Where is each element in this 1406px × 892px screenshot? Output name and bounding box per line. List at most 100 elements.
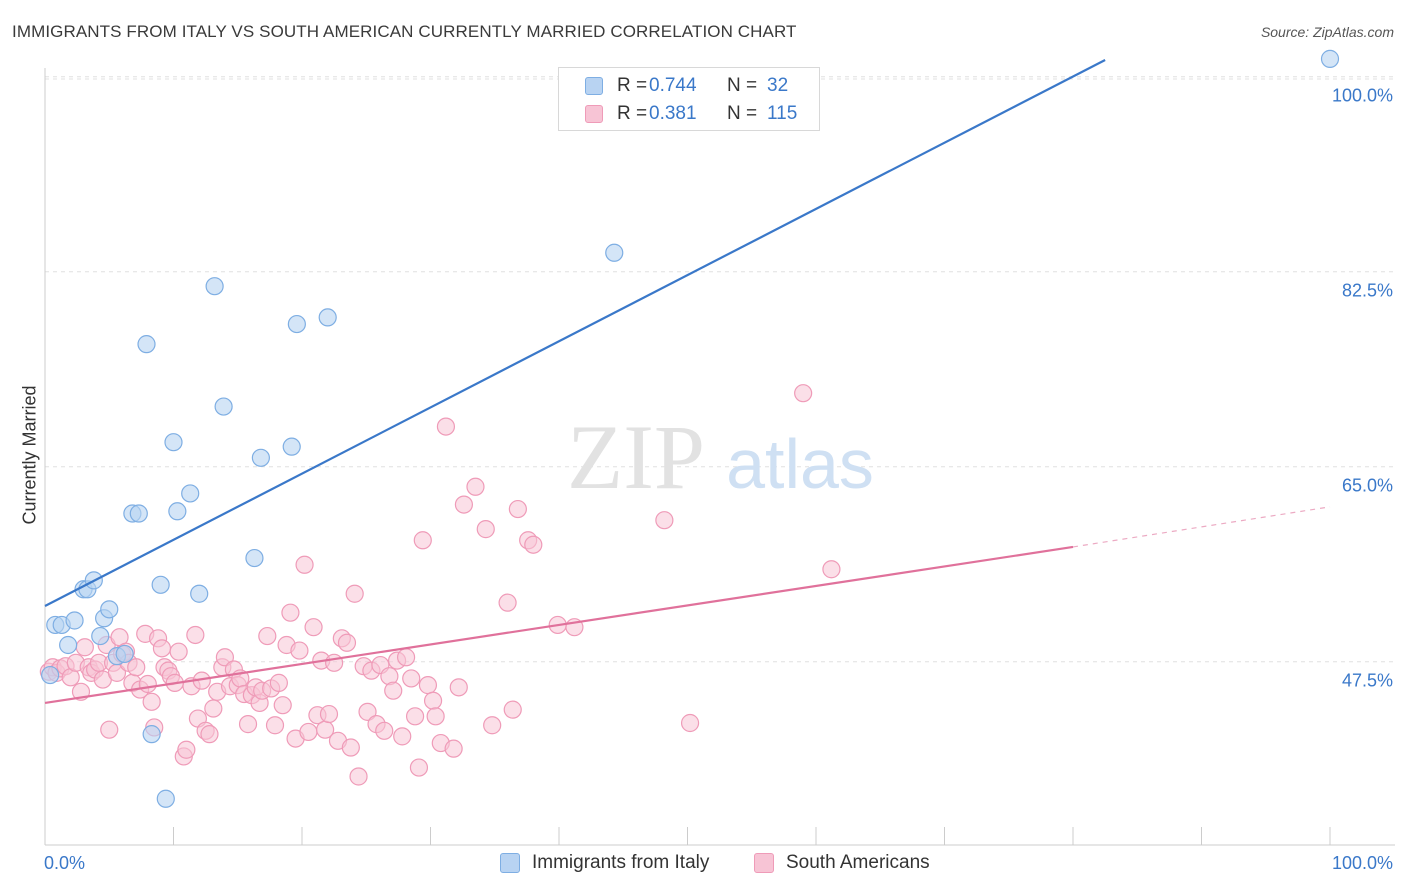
- south-american-point: [396, 648, 416, 667]
- italy-point: [59, 635, 78, 655]
- x-tick-label-min: 0.0%: [44, 853, 85, 873]
- legend-r-value-italy: 0.744: [649, 75, 697, 96]
- south-american-point: [142, 692, 161, 711]
- y-tick-label: 100.0%: [1332, 86, 1393, 106]
- south-american-point: [127, 658, 146, 677]
- south-american-point: [503, 700, 522, 719]
- south-american-point: [436, 417, 456, 436]
- south-american-point: [138, 674, 157, 694]
- south-american-point: [152, 639, 172, 658]
- south-american-point: [655, 511, 674, 530]
- legend-n-label: N =: [727, 103, 758, 124]
- trend-layer: [44, 59, 1331, 705]
- bottom-legend-italy: Immigrants from Italy: [500, 852, 709, 874]
- south-american-point: [476, 520, 495, 539]
- south-american-point: [299, 722, 318, 742]
- legend-row-south: R = 0.381 N = 115: [585, 101, 797, 127]
- south-american-point: [426, 707, 445, 726]
- south-american-point: [405, 707, 425, 726]
- south-american-point: [524, 535, 543, 554]
- italy-point: [214, 397, 233, 416]
- watermark-zip: ZIP: [567, 406, 705, 508]
- watermark-atlas: atlas: [726, 425, 874, 503]
- south-american-point: [265, 716, 285, 735]
- legend-swatch-italy: [585, 77, 603, 95]
- y-tick-label: 65.0%: [1342, 476, 1393, 496]
- italy-point: [251, 448, 270, 467]
- south-american-point: [75, 638, 94, 657]
- south-american-point: [358, 702, 377, 721]
- italy-point: [137, 335, 156, 354]
- south-american-point: [337, 633, 357, 652]
- south-american-point: [413, 531, 432, 550]
- south-american-point: [295, 555, 314, 574]
- italy-point: [151, 575, 170, 594]
- south-american-point: [186, 625, 205, 645]
- south-american-point: [409, 758, 429, 777]
- south-american-point: [444, 739, 463, 758]
- south-american-point: [508, 499, 527, 519]
- italy-point: [100, 600, 119, 619]
- south-american-point: [349, 767, 368, 786]
- bottom-legend-south: South Americans: [754, 852, 930, 874]
- south-trend-line: [44, 545, 1074, 705]
- axis-layer: [44, 68, 1395, 846]
- italy-point: [142, 725, 161, 744]
- south-american-point: [483, 716, 502, 735]
- south-american-point: [238, 715, 258, 734]
- legend-r-label: R =: [617, 75, 648, 96]
- bottom-legend-swatch-south: [754, 853, 774, 873]
- south-american-point: [304, 618, 323, 637]
- south-american-point: [375, 721, 394, 740]
- italy-point: [190, 584, 209, 603]
- south-american-point: [204, 699, 223, 718]
- italy-point: [181, 484, 200, 503]
- bottom-legend-label-italy: Immigrants from Italy: [532, 852, 710, 873]
- legend-r-value-south: 0.381: [649, 103, 697, 124]
- italy-point: [91, 626, 110, 646]
- italy-point: [164, 433, 183, 452]
- south-american-point: [794, 384, 813, 403]
- south-american-point: [177, 740, 196, 759]
- south-american-point: [402, 669, 421, 688]
- south-american-point: [258, 626, 277, 646]
- south-american-point: [325, 653, 344, 672]
- bottom-legend-label-south: South Americans: [786, 852, 930, 873]
- legend-swatch-south: [585, 105, 603, 123]
- south-american-point: [449, 678, 468, 697]
- bottom-legend-swatch-italy: [500, 853, 520, 873]
- south-american-point: [393, 727, 412, 746]
- legend-r-label: R =: [617, 103, 648, 124]
- south-american-point: [680, 713, 700, 733]
- italy-point: [605, 243, 624, 262]
- south-american-point: [466, 477, 485, 496]
- y-tick-label: 82.5%: [1342, 281, 1393, 301]
- italy-point: [282, 437, 301, 456]
- italy-point: [115, 644, 134, 664]
- italy-point: [318, 308, 337, 327]
- south-american-point: [215, 648, 234, 667]
- legend-n-value-south: 115: [767, 103, 798, 124]
- source-label: Source: ZipAtlas.com: [1260, 24, 1394, 40]
- south-american-point: [418, 676, 438, 695]
- south-american-point: [345, 584, 364, 603]
- x-tick-label-max: 100.0%: [1332, 853, 1393, 873]
- south-american-point: [423, 691, 443, 710]
- y-axis-label: Currently Married: [19, 385, 40, 525]
- italy-point: [65, 611, 84, 630]
- south-american-point: [822, 560, 841, 579]
- y-tick-label: 47.5%: [1342, 671, 1393, 691]
- italy-point: [205, 277, 224, 296]
- south-american-point: [454, 495, 474, 514]
- y-tick-labels: 47.5% 65.0% 82.5% 100.0%: [1332, 86, 1393, 691]
- chart-title: IMMIGRANTS FROM ITALY VS SOUTH AMERICAN …: [12, 22, 797, 41]
- italy-point: [168, 502, 187, 521]
- italy-point: [41, 665, 60, 685]
- south-american-point: [341, 738, 360, 757]
- legend-row-italy: R = 0.744 N = 32: [585, 73, 788, 99]
- south-american-point: [169, 642, 188, 661]
- italy-point: [287, 314, 306, 334]
- italy-points: [41, 49, 1340, 808]
- italy-trend-line: [44, 59, 1106, 607]
